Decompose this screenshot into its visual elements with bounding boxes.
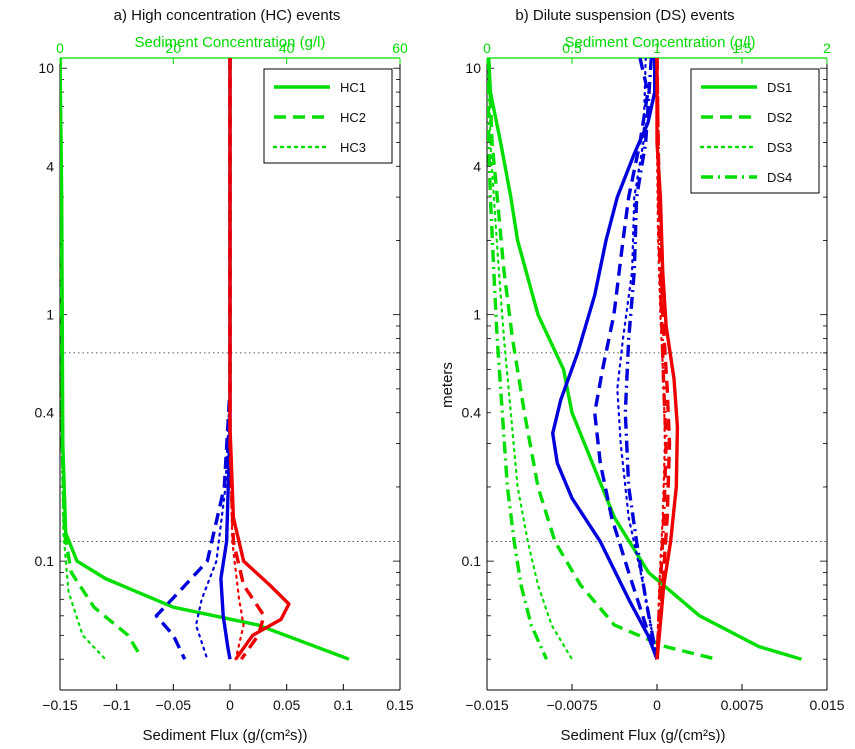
- panel-a-series-group: [60, 58, 350, 661]
- panel-a-legend-label-hc3: HC3: [340, 140, 366, 155]
- panel-a-y-tick-label: 4: [46, 158, 54, 174]
- panel-b-y-tick-label: 10: [465, 60, 481, 76]
- plot-layer: −0.15 −0.1 −0.05 0 0.05 0.1 0.150 20 40 600.10.41…: [35, 40, 845, 713]
- panel-b-concentration-line-ds4: [487, 58, 549, 660]
- panel-b-upward_flux-line-ds4: [655, 58, 668, 660]
- panel-a-legend-label-hc1: HC1: [340, 80, 366, 95]
- panel-a-downward_flux-line-hc2: [154, 58, 232, 660]
- panel-a-x-tick-label: 0.15: [386, 697, 413, 713]
- panel-a-x-tick-label: −0.1: [103, 697, 131, 713]
- panel-b-y-tick-label: 1: [473, 307, 481, 323]
- panel-b-downward_flux-line-ds2: [593, 58, 659, 660]
- panel-b-title: b) Dilute suspension (DS) events: [515, 7, 734, 24]
- panel-b-legend-box: [690, 68, 820, 194]
- panel-a-x-tick-label: 0.1: [334, 697, 354, 713]
- panel-a-x-tick-label: −0.15: [42, 697, 78, 713]
- panel-b-legend-label-ds3: DS3: [767, 140, 792, 155]
- panel-b-x-tick-label: 0.015: [809, 697, 844, 713]
- panel-a-y-tick-label: 10: [38, 60, 54, 76]
- panel-a-y-tick-label: 0.1: [35, 553, 55, 569]
- panel-a-y-tick-label: 0.4: [35, 405, 55, 421]
- panel-a-concentration-label: Sediment Concentration (g/l): [135, 34, 326, 51]
- panel-a-concentration-line-hc2: [60, 58, 141, 655]
- panel-b-x-tick-label: 0.0075: [721, 697, 764, 713]
- panel-a-flux-label: Sediment Flux (g/(cm²s)): [142, 727, 307, 744]
- panel-a-x-tick-label: −0.05: [156, 697, 192, 713]
- panel-b-series-group: [487, 58, 802, 661]
- panel-b-legend-label-ds4: DS4: [767, 170, 792, 185]
- panel-b-downward_flux-line-ds4: [623, 58, 659, 660]
- panel-b-upward_flux-line-ds2: [655, 58, 672, 660]
- panel-a-title: a) High concentration (HC) events: [114, 7, 341, 24]
- panel-a-legend-label-hc2: HC2: [340, 110, 366, 125]
- panel-a-x2-tick-label: 60: [392, 40, 408, 56]
- panel-a-x2-tick-label: 20: [166, 40, 182, 56]
- panel-b-legend-label-ds1: DS1: [767, 80, 792, 95]
- panel-b-x-tick-label: −0.0075: [547, 697, 598, 713]
- panel-a-concentration-line-hc1: [60, 58, 350, 661]
- panel-a-x-tick-label: 0: [226, 697, 234, 713]
- panel-b-x2-tick-label: 0: [483, 40, 491, 56]
- panel-a-y-tick-label: 1: [46, 307, 54, 323]
- panel-a-x2-tick-label: 0: [56, 40, 64, 56]
- panel-b-x-tick-label: −0.015: [465, 697, 508, 713]
- panel-b-x2-tick-label: 0.5: [562, 40, 582, 56]
- panel-b-concentration-label: Sediment Concentration (g/l): [565, 34, 756, 51]
- panel-b-x2-tick-label: 1: [653, 40, 661, 56]
- panel-b-x2-tick-label: 1.5: [732, 40, 752, 56]
- panel-b-y-tick-label: 4: [473, 158, 481, 174]
- panel-b-x2-tick-label: 2: [823, 40, 831, 56]
- panel-a-x2-tick-label: 40: [279, 40, 295, 56]
- panel-b-y-axis-label: meters: [439, 362, 456, 408]
- panel-a-upward_flux-line-hc3: [228, 58, 245, 661]
- panel-b-y-tick-label: 0.1: [462, 553, 482, 569]
- panel-b-downward_flux-line-ds3: [616, 58, 659, 661]
- panel-b-x-tick-label: 0: [653, 697, 661, 713]
- panel-a-concentration-line-hc3: [60, 58, 107, 661]
- panel-b-concentration-line-ds1: [487, 58, 802, 661]
- panel-b-legend-label-ds2: DS2: [767, 110, 792, 125]
- panel-a-x-tick-label: 0.05: [273, 697, 300, 713]
- panel-b-y-tick-label: 0.4: [462, 405, 482, 421]
- panel-b-concentration-line-ds3: [487, 58, 574, 661]
- panel-b-concentration-line-ds2: [487, 58, 717, 661]
- panel-b-flux-label: Sediment Flux (g/(cm²s)): [560, 727, 725, 744]
